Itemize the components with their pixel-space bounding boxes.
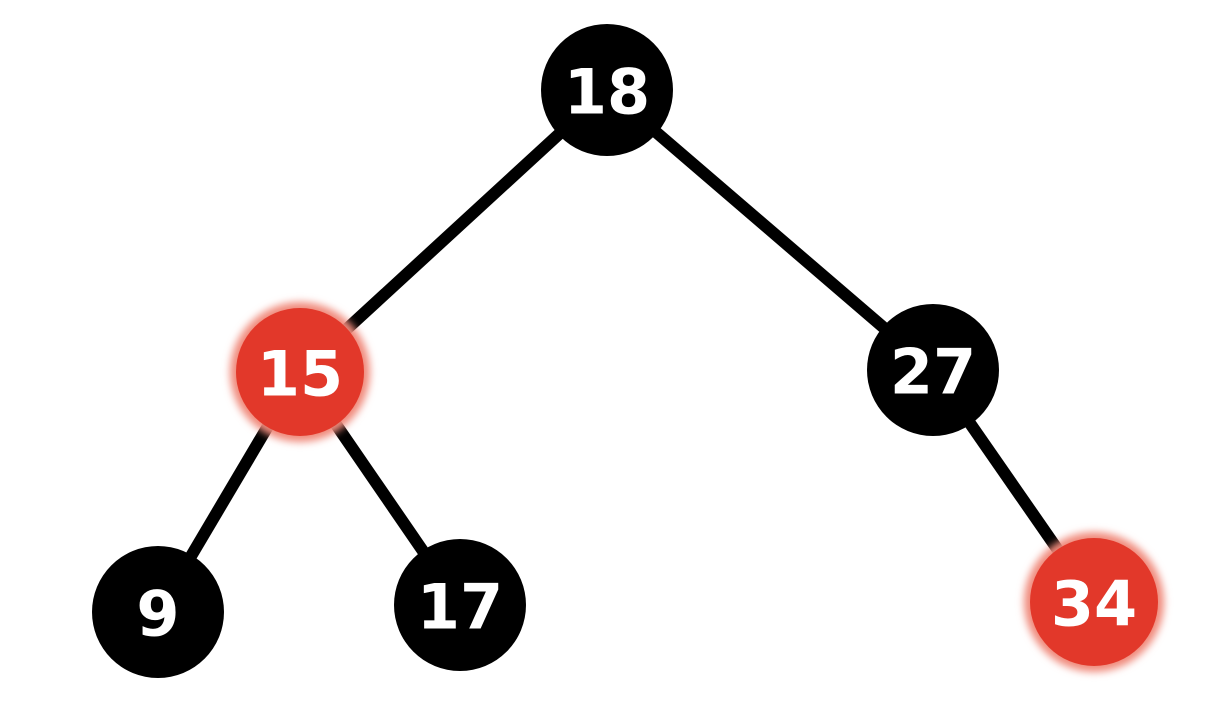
node-label: 15 [257, 338, 343, 411]
node-circle [867, 304, 999, 436]
tree-node-34: 34 [1024, 532, 1164, 672]
node-circle [541, 24, 673, 156]
node-circle [236, 308, 364, 436]
node-label: 18 [564, 56, 650, 129]
nodes-layer: 18 15 27 9 17 34 [92, 24, 1164, 678]
tree-node-9: 9 [92, 546, 224, 678]
tree-node-15: 15 [230, 302, 370, 442]
node-label: 9 [136, 578, 179, 651]
tree-node-17: 17 [394, 539, 526, 671]
tree-node-27: 27 [867, 304, 999, 436]
node-circle [1030, 538, 1158, 666]
edge-n18-n27 [603, 85, 937, 375]
tree-node-18: 18 [541, 24, 673, 156]
node-circle [394, 539, 526, 671]
node-label: 27 [890, 336, 976, 409]
node-label: 17 [417, 571, 503, 644]
node-circle [92, 546, 224, 678]
node-label: 34 [1051, 568, 1137, 641]
